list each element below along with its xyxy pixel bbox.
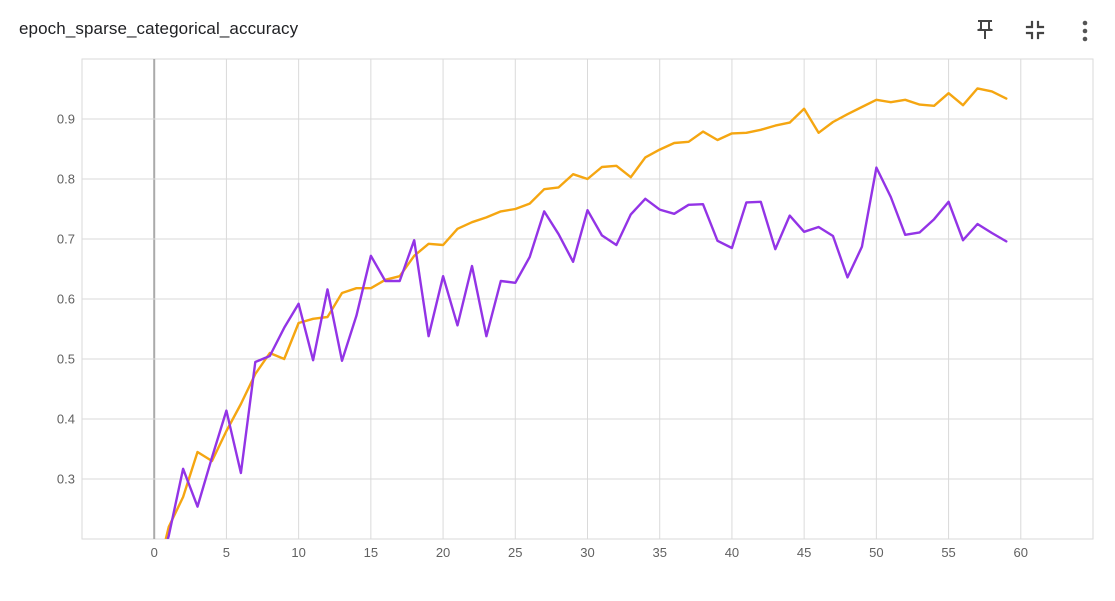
x-tick-label: 35	[652, 545, 666, 560]
x-tick-label: 40	[725, 545, 739, 560]
chart-title: epoch_sparse_categorical_accuracy	[19, 19, 299, 38]
y-tick-label: 0.3	[57, 472, 75, 487]
x-tick-label: 25	[508, 545, 522, 560]
series-line-2[interactable]	[154, 166, 1008, 587]
y-tick-label: 0.7	[57, 232, 75, 247]
grid-lines	[81, 58, 1094, 540]
x-tick-label: 50	[869, 545, 883, 560]
y-tick-label: 0.5	[57, 352, 75, 367]
y-tick-label: 0.4	[57, 412, 75, 427]
more-options-button[interactable]	[1070, 14, 1100, 46]
more-vert-icon	[1082, 20, 1088, 42]
pin-button[interactable]	[970, 14, 1000, 46]
chart-header: epoch_sparse_categorical_accuracy	[0, 0, 1115, 60]
y-tick-label: 0.9	[57, 112, 75, 127]
x-tick-label: 10	[291, 545, 305, 560]
series-lines	[154, 87, 1008, 587]
x-tick-label: 60	[1014, 545, 1028, 560]
pin-icon	[977, 20, 993, 39]
x-tick-label: 0	[151, 545, 158, 560]
x-tick-label: 55	[941, 545, 955, 560]
fit-to-screen-icon	[1025, 20, 1045, 40]
series-line-1[interactable]	[154, 87, 1008, 587]
x-tick-label: 45	[797, 545, 811, 560]
x-tick-label: 15	[364, 545, 378, 560]
fit-to-screen-button[interactable]	[1020, 14, 1050, 46]
x-tick-label: 5	[223, 545, 230, 560]
y-tick-label: 0.8	[57, 172, 75, 187]
x-tick-label: 30	[580, 545, 594, 560]
tick-labels: 0 5 10 15 20 25 30 35 40 45 50 55 60 0.3 0.4 0.5 0.6 0.7 0…	[57, 112, 1028, 561]
x-tick-label: 20	[436, 545, 450, 560]
y-tick-label: 0.6	[57, 292, 75, 307]
